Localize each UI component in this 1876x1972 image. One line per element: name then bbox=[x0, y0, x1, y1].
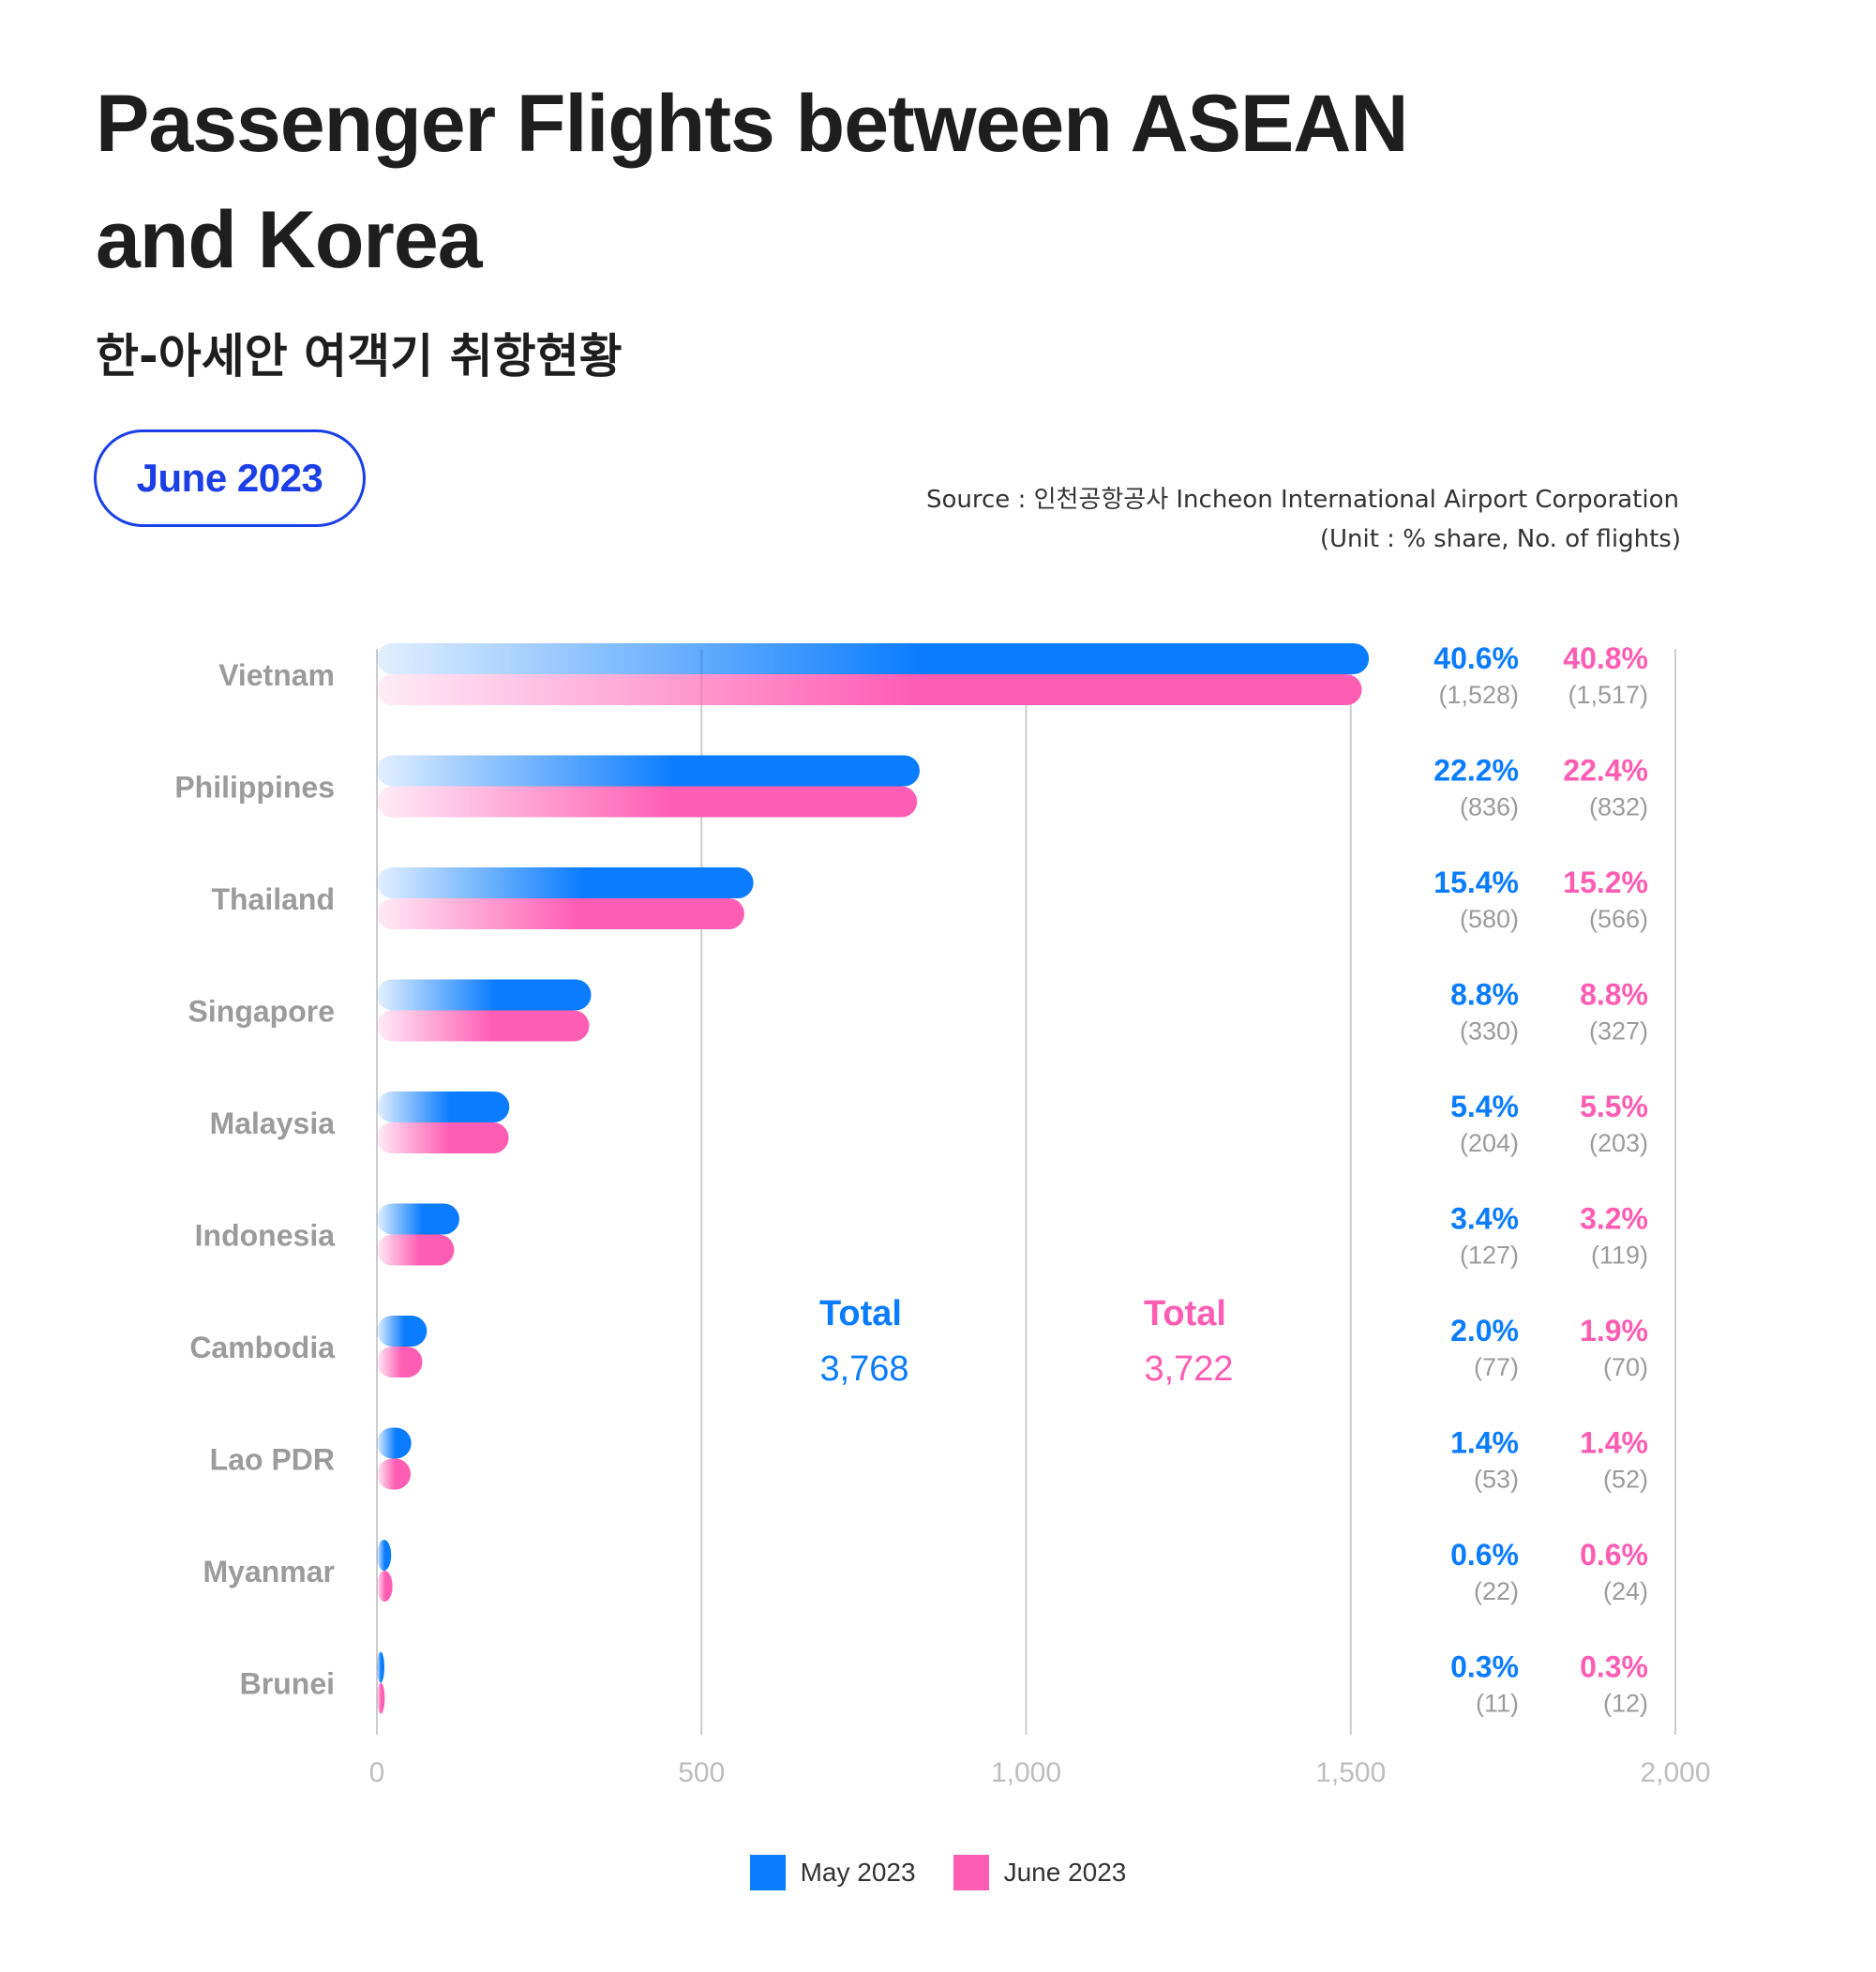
count-label: (52) bbox=[1603, 1466, 1648, 1494]
total-value: 3,722 bbox=[1144, 1349, 1233, 1389]
count-label: (53) bbox=[1474, 1466, 1519, 1494]
x-tick-label: 2,000 bbox=[1640, 1757, 1710, 1788]
x-tick-label: 1,500 bbox=[1315, 1757, 1386, 1788]
share-label: 0.6% bbox=[1450, 1538, 1519, 1572]
category-label: Singapore bbox=[188, 995, 335, 1029]
bar bbox=[377, 1458, 412, 1490]
category-label: Lao PDR bbox=[210, 1443, 335, 1477]
bar bbox=[377, 643, 1370, 674]
legend-item-may: May 2023 bbox=[749, 1855, 916, 1890]
x-tick-label: 0 bbox=[369, 1757, 385, 1788]
legend-swatch-may bbox=[749, 1855, 786, 1890]
category-label: Cambodia bbox=[189, 1331, 335, 1364]
labels: 0 500 1,000 1,500 2,000 Vietnam 40.6% (1,528) 40… bbox=[174, 641, 1710, 1788]
category-label: Malaysia bbox=[210, 1106, 336, 1140]
category-label: Indonesia bbox=[195, 1219, 336, 1253]
share-label: 3.2% bbox=[1580, 1202, 1648, 1236]
count-label: (204) bbox=[1460, 1129, 1519, 1157]
bar bbox=[377, 1091, 510, 1122]
share-label: 8.8% bbox=[1450, 978, 1519, 1012]
bar bbox=[377, 1234, 455, 1266]
legend: May 2023 June 2023 bbox=[0, 1855, 1876, 1890]
grid-lines bbox=[376, 649, 1676, 1735]
x-tick-label: 1,000 bbox=[991, 1757, 1061, 1788]
share-label: 8.8% bbox=[1580, 978, 1648, 1012]
bar bbox=[377, 1010, 590, 1042]
legend-item-june: June 2023 bbox=[953, 1855, 1127, 1890]
share-label: 15.2% bbox=[1563, 866, 1648, 899]
share-label: 1.4% bbox=[1580, 1426, 1648, 1460]
count-label: (566) bbox=[1589, 905, 1648, 933]
count-label: (77) bbox=[1474, 1353, 1519, 1381]
count-label: (24) bbox=[1603, 1577, 1648, 1605]
share-label: 0.3% bbox=[1450, 1650, 1519, 1684]
bar bbox=[377, 1203, 459, 1235]
share-label: 2.0% bbox=[1450, 1314, 1519, 1347]
legend-swatch-june bbox=[953, 1855, 989, 1890]
source-note: Source : 인천공항공사 Incheon International Ai… bbox=[926, 486, 1679, 514]
category-label: Myanmar bbox=[203, 1555, 336, 1588]
bar-chart: 0 500 1,000 1,500 2,000 Vietnam 40.6% (1,528) 40… bbox=[174, 641, 1710, 1788]
count-label: (327) bbox=[1589, 1017, 1648, 1046]
bar bbox=[377, 867, 754, 898]
count-label: (330) bbox=[1460, 1017, 1519, 1046]
bar bbox=[377, 1427, 412, 1459]
chart-subtitle: 한-아세안 여객기 취항현황 bbox=[96, 329, 623, 384]
category-label: Vietnam bbox=[218, 658, 335, 692]
chart-title-line-2: and Korea bbox=[96, 195, 483, 285]
count-label: (1,517) bbox=[1568, 681, 1648, 709]
count-label: (580) bbox=[1460, 905, 1519, 933]
count-label: (70) bbox=[1603, 1353, 1648, 1381]
category-label: Philippines bbox=[174, 771, 335, 805]
count-label: (203) bbox=[1589, 1129, 1648, 1157]
share-label: 0.6% bbox=[1580, 1538, 1648, 1572]
bar bbox=[377, 1682, 385, 1714]
count-label: (832) bbox=[1589, 793, 1648, 821]
bar bbox=[377, 755, 920, 787]
share-label: 22.4% bbox=[1563, 754, 1648, 788]
share-label: 22.2% bbox=[1433, 754, 1519, 788]
count-label: (836) bbox=[1460, 793, 1519, 821]
bar bbox=[377, 1540, 392, 1571]
bar bbox=[377, 674, 1362, 705]
count-label: (119) bbox=[1591, 1242, 1648, 1270]
share-label: 0.3% bbox=[1580, 1650, 1648, 1684]
x-tick-label: 500 bbox=[678, 1757, 725, 1788]
total-label: Total bbox=[819, 1294, 902, 1333]
bar bbox=[377, 786, 918, 818]
bar bbox=[377, 1571, 393, 1602]
legend-label-may: May 2023 bbox=[800, 1858, 916, 1887]
legend-label-june: June 2023 bbox=[1003, 1858, 1127, 1887]
count-label: (1,528) bbox=[1438, 681, 1519, 709]
chart-title-line-1: Passenger Flights between ASEAN bbox=[96, 79, 1409, 169]
bar bbox=[377, 1122, 509, 1153]
bar bbox=[377, 1347, 423, 1377]
share-label: 3.4% bbox=[1450, 1202, 1519, 1236]
share-label: 5.5% bbox=[1580, 1090, 1648, 1123]
bar bbox=[377, 1651, 384, 1683]
bar bbox=[377, 898, 744, 929]
bar bbox=[377, 1316, 428, 1347]
share-label: 5.4% bbox=[1450, 1090, 1519, 1123]
period-badge: June 2023 bbox=[94, 429, 366, 527]
share-label: 1.4% bbox=[1450, 1426, 1519, 1460]
share-label: 40.8% bbox=[1563, 641, 1648, 675]
share-label: 15.4% bbox=[1433, 866, 1519, 899]
count-label: (22) bbox=[1474, 1577, 1519, 1605]
unit-note: (Unit : % share, No. of flights) bbox=[1319, 525, 1681, 553]
count-label: (12) bbox=[1603, 1690, 1648, 1718]
total-label: Total bbox=[1144, 1294, 1226, 1333]
bar bbox=[377, 979, 592, 1011]
bars bbox=[377, 643, 1370, 1714]
count-label: (127) bbox=[1460, 1242, 1519, 1270]
share-label: 40.6% bbox=[1433, 641, 1519, 675]
category-label: Brunei bbox=[240, 1667, 335, 1701]
count-label: (11) bbox=[1476, 1690, 1519, 1718]
chart-title: Passenger Flights between ASEAN and Kore… bbox=[96, 66, 1596, 298]
category-label: Thailand bbox=[211, 882, 335, 916]
share-label: 1.9% bbox=[1580, 1314, 1648, 1347]
total-value: 3,768 bbox=[819, 1349, 908, 1389]
